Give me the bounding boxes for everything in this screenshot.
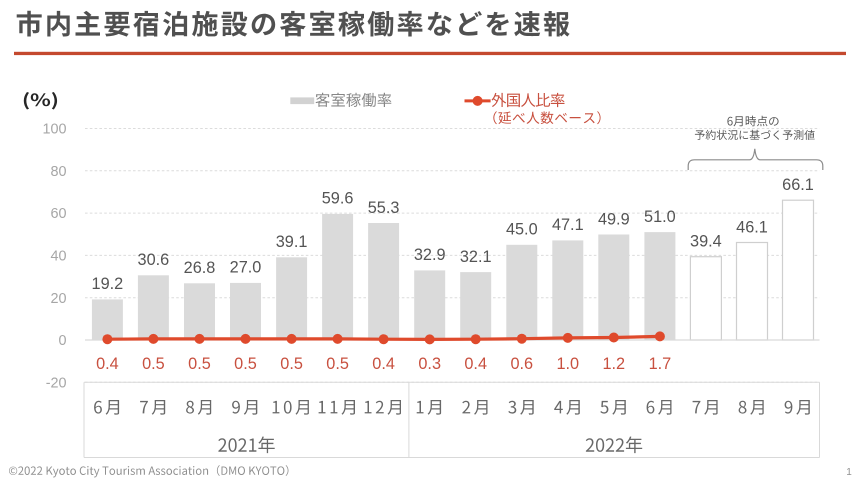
svg-text:27.0: 27.0 (230, 259, 262, 277)
svg-text:1.0: 1.0 (556, 355, 579, 373)
svg-text:80: 80 (50, 164, 66, 180)
svg-text:30.6: 30.6 (138, 251, 170, 269)
svg-text:0.5: 0.5 (188, 355, 211, 373)
svg-text:0.3: 0.3 (418, 355, 441, 373)
svg-text:39.1: 39.1 (276, 233, 308, 251)
svg-text:66.1: 66.1 (782, 176, 814, 194)
svg-text:59.6: 59.6 (322, 190, 354, 208)
svg-text:1: 1 (846, 467, 852, 478)
svg-text:-20: -20 (46, 375, 67, 391)
svg-text:0.4: 0.4 (464, 355, 487, 373)
svg-text:0.5: 0.5 (280, 355, 303, 373)
svg-text:49.9: 49.9 (598, 210, 630, 228)
svg-text:0.5: 0.5 (326, 355, 349, 373)
svg-text:19.2: 19.2 (92, 275, 124, 293)
svg-text:20: 20 (50, 291, 66, 307)
svg-text:32.1: 32.1 (460, 248, 492, 266)
svg-text:46.1: 46.1 (736, 218, 768, 236)
svg-text:0.5: 0.5 (234, 355, 257, 373)
svg-text:1.2: 1.2 (602, 355, 625, 373)
svg-text:45.0: 45.0 (506, 221, 538, 239)
svg-text:39.4: 39.4 (690, 233, 722, 251)
svg-text:47.1: 47.1 (552, 216, 584, 234)
svg-text:0: 0 (58, 333, 66, 349)
svg-text:1.7: 1.7 (649, 355, 672, 373)
svg-text:0.4: 0.4 (96, 355, 119, 373)
svg-text:0.6: 0.6 (510, 355, 533, 373)
svg-text:40: 40 (50, 249, 66, 265)
svg-text:51.0: 51.0 (644, 208, 676, 226)
svg-text:55.3: 55.3 (368, 199, 400, 217)
svg-text:60: 60 (50, 206, 66, 222)
svg-text:100: 100 (42, 122, 66, 138)
svg-text:0.4: 0.4 (372, 355, 395, 373)
svg-text:26.8: 26.8 (184, 259, 216, 277)
svg-text:0.5: 0.5 (142, 355, 165, 373)
svg-text:32.9: 32.9 (414, 246, 446, 264)
